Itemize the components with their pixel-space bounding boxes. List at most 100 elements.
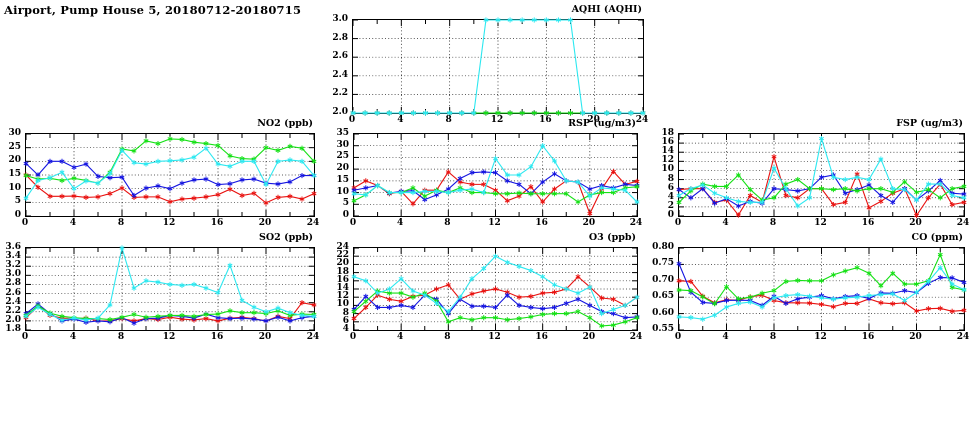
ytick-label: 20 bbox=[336, 258, 349, 269]
ytick-label: 35 bbox=[336, 128, 349, 138]
xtick-label: 24 bbox=[635, 115, 649, 125]
ytick-label: 4 bbox=[667, 191, 674, 202]
ytick-label: 2.0 bbox=[5, 314, 21, 325]
xtick-label: 4 bbox=[397, 115, 404, 125]
xtick-label: 4 bbox=[69, 218, 77, 228]
xtick-label: 24 bbox=[306, 218, 320, 228]
xtick-label: 20 bbox=[909, 218, 922, 228]
ytick-label: 6 bbox=[667, 182, 674, 193]
xtick-label: 16 bbox=[535, 218, 548, 228]
xtick-label: 0 bbox=[674, 332, 682, 342]
xtick-label: 12 bbox=[814, 332, 827, 342]
ytick-label: 0.55 bbox=[652, 324, 674, 334]
ytick-label: 16 bbox=[661, 137, 674, 148]
ytick-label: 8 bbox=[667, 173, 674, 184]
ytick-label: 2.8 bbox=[332, 32, 348, 43]
xtick-label: 0 bbox=[674, 218, 682, 228]
page-title: Airport, Pump House 5, 20180712-20180715 bbox=[4, 3, 302, 17]
ytick-label: 0 bbox=[342, 210, 349, 220]
ytick-label: 2 bbox=[667, 200, 674, 211]
panel-o3: O3 (ppb) 4 6 8 10 12 14 16 18 20 22 24 0 4 8 12 16 20 24 bbox=[329, 232, 642, 345]
ytick-label: 8 bbox=[342, 307, 349, 318]
ytick-label: 3.0 bbox=[332, 14, 348, 24]
ytick-label: 2.4 bbox=[5, 296, 21, 307]
ytick-label: 5 bbox=[342, 198, 349, 209]
ytick-label: 0.60 bbox=[652, 307, 674, 318]
xtick-label: 0 bbox=[21, 218, 29, 228]
plot-area-no2 bbox=[23, 133, 317, 217]
ytick-label: 2.8 bbox=[5, 278, 21, 289]
xtick-label: 4 bbox=[69, 332, 77, 342]
panel-title-no2: NO2 (ppb) bbox=[257, 118, 313, 129]
ytick-label: 0 bbox=[14, 210, 21, 220]
xtick-label: 12 bbox=[162, 218, 176, 228]
xtick-label: 20 bbox=[582, 332, 596, 342]
panel-title-fsp: FSP (ug/m3) bbox=[896, 118, 963, 129]
xtick-label: 24 bbox=[629, 218, 643, 228]
ytick-label: 25 bbox=[336, 151, 349, 162]
xtick-label: 12 bbox=[488, 332, 501, 342]
ytick-label: 12 bbox=[336, 291, 349, 302]
ytick-label: 12 bbox=[661, 155, 674, 166]
xtick-label: 12 bbox=[162, 332, 176, 342]
panel-no2: NO2 (ppb) 0 5 10 15 20 25 30 0 4 8 12 16 20 24 bbox=[0, 118, 319, 231]
ytick-label: 2.6 bbox=[5, 287, 21, 298]
xtick-label: 0 bbox=[21, 332, 29, 342]
ytick-label: 0.70 bbox=[652, 274, 674, 285]
xtick-label: 4 bbox=[722, 218, 729, 228]
panel-co: CO (ppm) 0.55 0.60 0.65 0.70 0.75 0.80 0 4 8 12 16 2… bbox=[647, 232, 969, 345]
plot-area-so2 bbox=[23, 245, 317, 331]
xtick-label: 4 bbox=[722, 332, 729, 342]
xtick-label: 16 bbox=[535, 332, 548, 342]
panel-title-rsp: RSP (ug/m3) bbox=[568, 118, 636, 129]
xtick-label: 8 bbox=[444, 218, 451, 228]
xtick-label: 0 bbox=[349, 218, 357, 228]
ytick-label: 10 bbox=[336, 299, 349, 310]
xtick-label: 24 bbox=[629, 332, 643, 342]
xtick-label: 24 bbox=[956, 332, 970, 342]
xtick-label: 12 bbox=[488, 218, 501, 228]
panel-rsp: RSP (ug/m3) 0 5 10 15 20 25 30 35 0 4 8 12 16 20 24 bbox=[327, 118, 642, 231]
plot-area-co bbox=[676, 247, 967, 331]
xtick-label: 24 bbox=[956, 218, 970, 228]
ytick-label: 3.6 bbox=[5, 242, 21, 252]
ytick-label: 3.0 bbox=[5, 269, 21, 280]
ytick-label: 1.8 bbox=[5, 324, 21, 334]
panel-title-aqhi: AQHI (AQHI) bbox=[571, 4, 642, 15]
xtick-label: 4 bbox=[397, 332, 404, 342]
ytick-label: 4 bbox=[342, 324, 349, 334]
ytick-label: 22 bbox=[336, 250, 349, 261]
ytick-label: 2.2 bbox=[332, 88, 348, 99]
panel-fsp: FSP (ug/m3) 0 2 4 6 8 10 12 14 16 18 0 4 8 12 16 20 24 bbox=[654, 118, 969, 231]
xtick-label: 16 bbox=[861, 218, 875, 228]
panel-title-co: CO (ppm) bbox=[911, 232, 963, 243]
ytick-label: 3.4 bbox=[5, 251, 21, 262]
ytick-label: 10 bbox=[336, 186, 349, 197]
xtick-label: 20 bbox=[587, 115, 600, 125]
ytick-label: 15 bbox=[336, 174, 349, 185]
plot-area-o3 bbox=[351, 247, 640, 331]
xtick-label: 16 bbox=[861, 332, 875, 342]
xtick-label: 4 bbox=[397, 218, 404, 228]
ytick-label: 2.4 bbox=[332, 69, 348, 80]
ytick-label: 0.80 bbox=[652, 242, 674, 252]
ytick-label: 18 bbox=[661, 128, 674, 138]
xtick-label: 8 bbox=[117, 332, 125, 342]
ytick-label: 2.2 bbox=[5, 305, 21, 316]
xtick-label: 8 bbox=[769, 332, 777, 342]
xtick-label: 12 bbox=[490, 115, 504, 125]
xtick-label: 16 bbox=[539, 115, 552, 125]
xtick-label: 12 bbox=[814, 218, 827, 228]
xtick-label: 20 bbox=[909, 332, 922, 342]
ytick-label: 6 bbox=[342, 315, 349, 326]
ytick-label: 20 bbox=[336, 163, 349, 174]
ytick-label: 30 bbox=[8, 128, 21, 138]
xtick-label: 8 bbox=[444, 332, 451, 342]
ytick-label: 5 bbox=[14, 196, 21, 207]
xtick-label: 20 bbox=[258, 218, 272, 228]
xtick-label: 8 bbox=[445, 115, 452, 125]
ytick-label: 20 bbox=[8, 155, 21, 166]
ytick-label: 3.2 bbox=[5, 260, 21, 271]
ytick-label: 14 bbox=[661, 146, 674, 157]
plot-area-rsp bbox=[351, 133, 640, 217]
